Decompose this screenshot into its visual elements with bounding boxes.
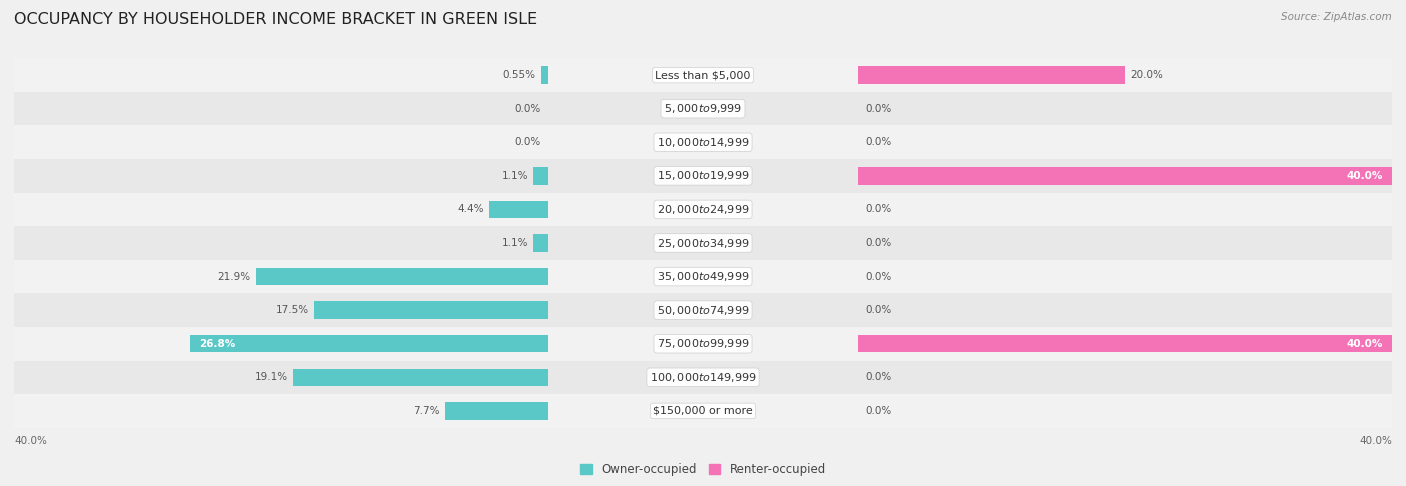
- Text: $50,000 to $74,999: $50,000 to $74,999: [657, 304, 749, 317]
- Text: $10,000 to $14,999: $10,000 to $14,999: [657, 136, 749, 149]
- Text: 19.1%: 19.1%: [254, 372, 288, 382]
- Text: 0.55%: 0.55%: [502, 70, 536, 80]
- Text: 7.7%: 7.7%: [413, 406, 440, 416]
- Text: 0.0%: 0.0%: [865, 104, 891, 114]
- Bar: [533, 234, 548, 252]
- Bar: [14, 260, 1392, 294]
- Bar: [14, 58, 1392, 92]
- Bar: [14, 294, 1392, 327]
- Text: 0.0%: 0.0%: [515, 137, 541, 147]
- Text: 20.0%: 20.0%: [1130, 70, 1163, 80]
- Text: 0.0%: 0.0%: [515, 104, 541, 114]
- Bar: [858, 167, 1392, 185]
- Bar: [489, 201, 548, 218]
- Text: 26.8%: 26.8%: [198, 339, 235, 349]
- Bar: [14, 327, 1392, 361]
- Bar: [14, 361, 1392, 394]
- Bar: [292, 368, 548, 386]
- Text: 40.0%: 40.0%: [1360, 436, 1392, 446]
- Bar: [14, 92, 1392, 125]
- Bar: [541, 67, 548, 84]
- Bar: [533, 167, 548, 185]
- Text: 0.0%: 0.0%: [865, 372, 891, 382]
- Text: 0.0%: 0.0%: [865, 305, 891, 315]
- Bar: [858, 335, 1392, 352]
- Bar: [14, 226, 1392, 260]
- Bar: [858, 67, 1125, 84]
- Text: $25,000 to $34,999: $25,000 to $34,999: [657, 237, 749, 249]
- Legend: Owner-occupied, Renter-occupied: Owner-occupied, Renter-occupied: [575, 458, 831, 481]
- Text: 40.0%: 40.0%: [1347, 339, 1384, 349]
- Text: 0.0%: 0.0%: [865, 137, 891, 147]
- Text: 0.0%: 0.0%: [865, 406, 891, 416]
- Bar: [14, 125, 1392, 159]
- Text: $100,000 to $149,999: $100,000 to $149,999: [650, 371, 756, 384]
- Text: $15,000 to $19,999: $15,000 to $19,999: [657, 169, 749, 182]
- Text: 4.4%: 4.4%: [457, 205, 484, 214]
- Text: $35,000 to $49,999: $35,000 to $49,999: [657, 270, 749, 283]
- Text: 21.9%: 21.9%: [218, 272, 250, 281]
- Text: 0.0%: 0.0%: [865, 238, 891, 248]
- Text: 1.1%: 1.1%: [502, 171, 529, 181]
- Text: 0.0%: 0.0%: [865, 272, 891, 281]
- Text: 40.0%: 40.0%: [14, 436, 46, 446]
- Text: 40.0%: 40.0%: [1347, 171, 1384, 181]
- Text: $20,000 to $24,999: $20,000 to $24,999: [657, 203, 749, 216]
- Text: $75,000 to $99,999: $75,000 to $99,999: [657, 337, 749, 350]
- Bar: [256, 268, 548, 285]
- Text: OCCUPANCY BY HOUSEHOLDER INCOME BRACKET IN GREEN ISLE: OCCUPANCY BY HOUSEHOLDER INCOME BRACKET …: [14, 12, 537, 27]
- Text: Less than $5,000: Less than $5,000: [655, 70, 751, 80]
- Text: 17.5%: 17.5%: [276, 305, 309, 315]
- Bar: [315, 301, 548, 319]
- Bar: [446, 402, 548, 419]
- Text: Source: ZipAtlas.com: Source: ZipAtlas.com: [1281, 12, 1392, 22]
- Bar: [14, 159, 1392, 192]
- Text: $5,000 to $9,999: $5,000 to $9,999: [664, 102, 742, 115]
- Text: $150,000 or more: $150,000 or more: [654, 406, 752, 416]
- Text: 1.1%: 1.1%: [502, 238, 529, 248]
- Bar: [190, 335, 548, 352]
- Bar: [14, 192, 1392, 226]
- Text: 0.0%: 0.0%: [865, 205, 891, 214]
- Bar: [14, 394, 1392, 428]
